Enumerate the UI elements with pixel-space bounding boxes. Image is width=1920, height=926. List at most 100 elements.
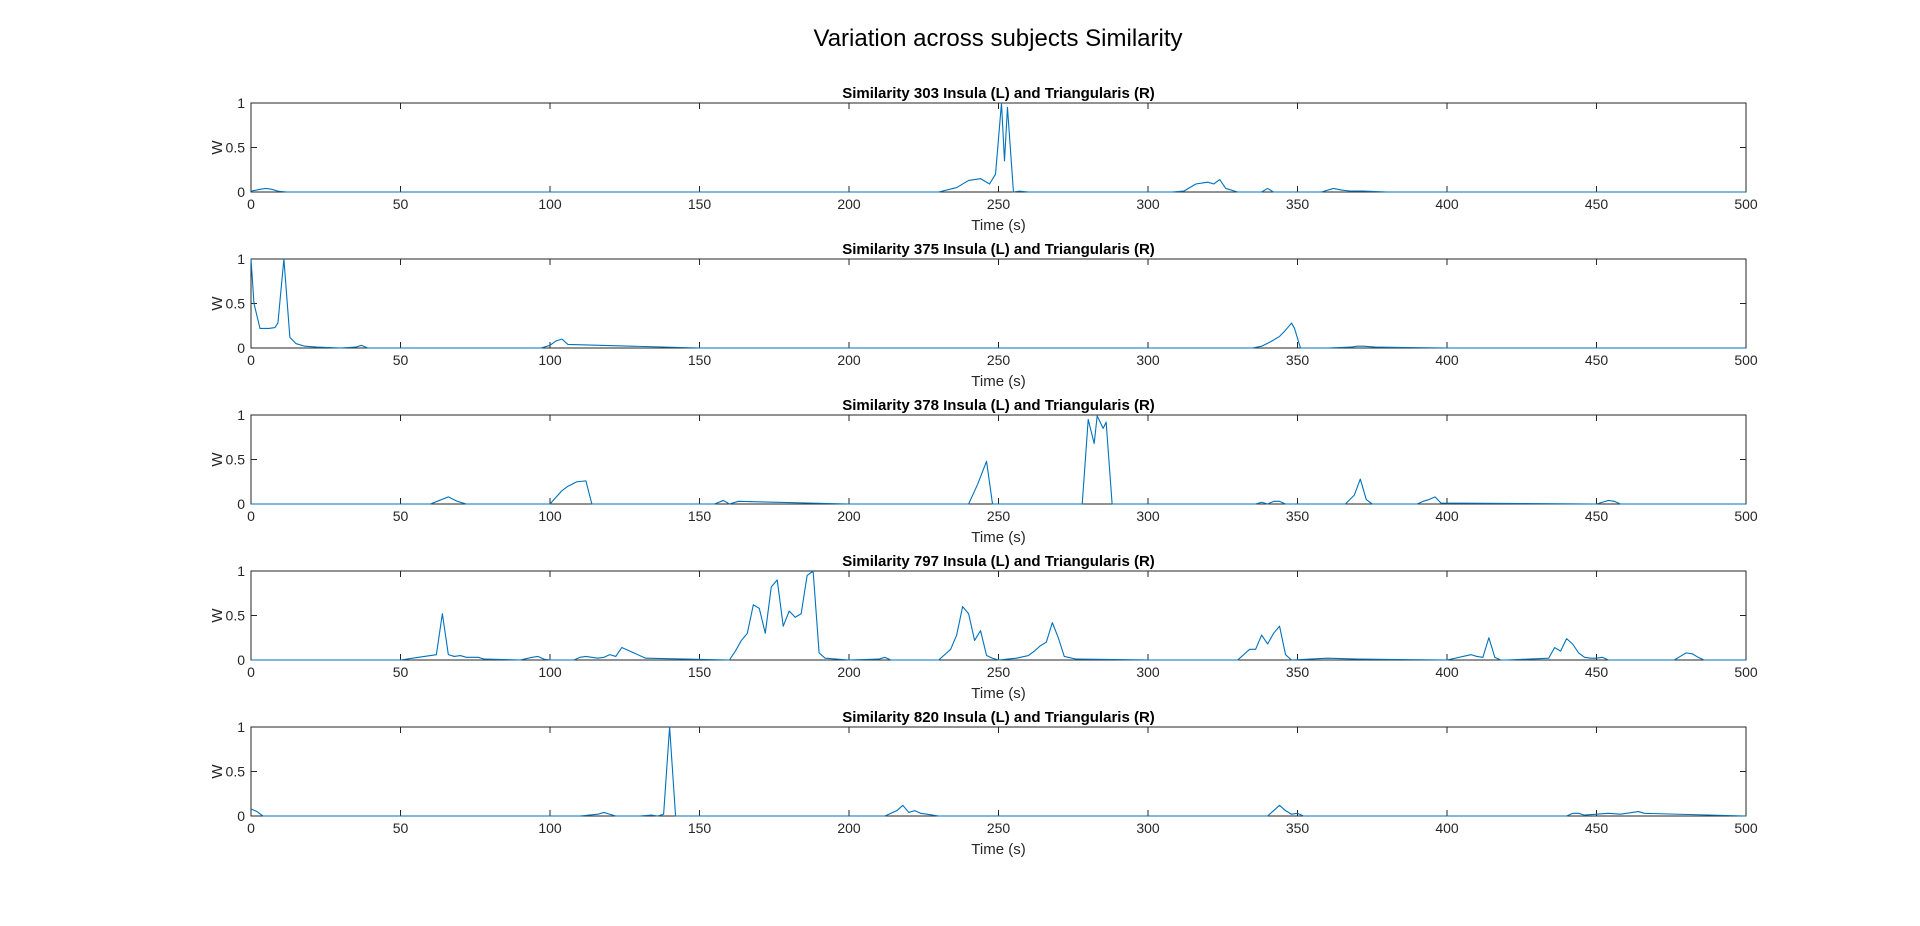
y-tick-label: 0 <box>237 652 245 668</box>
x-tick-label: 0 <box>247 508 255 524</box>
x-tick-label: 150 <box>688 352 712 368</box>
x-tick-label: 100 <box>538 196 562 212</box>
x-tick-label: 200 <box>837 196 861 212</box>
y-axis-label: W <box>209 608 226 623</box>
x-tick-label: 200 <box>837 508 861 524</box>
x-tick-label: 300 <box>1136 352 1160 368</box>
subplot-1: Similarity 303 Insula (L) and Triangular… <box>209 85 1758 234</box>
y-tick-label: 0.5 <box>226 764 246 780</box>
x-tick-label: 300 <box>1136 508 1160 524</box>
x-tick-label: 450 <box>1585 820 1609 836</box>
x-tick-label: 50 <box>393 664 409 680</box>
x-tick-label: 0 <box>247 664 255 680</box>
subplot-2: Similarity 375 Insula (L) and Triangular… <box>209 241 1758 390</box>
x-tick-label: 250 <box>987 664 1011 680</box>
x-tick-label: 50 <box>393 352 409 368</box>
x-axis-label: Time (s) <box>971 373 1025 390</box>
y-tick-label: 1 <box>237 563 245 579</box>
x-tick-label: 100 <box>538 352 562 368</box>
x-tick-label: 450 <box>1585 352 1609 368</box>
x-tick-label: 500 <box>1734 820 1758 836</box>
y-tick-label: 0.5 <box>226 452 246 468</box>
subplot-3: Similarity 378 Insula (L) and Triangular… <box>209 397 1758 546</box>
subplot-5: Similarity 820 Insula (L) and Triangular… <box>209 709 1758 858</box>
x-tick-label: 250 <box>987 820 1011 836</box>
x-tick-label: 150 <box>688 664 712 680</box>
x-tick-label: 400 <box>1435 352 1459 368</box>
subplot-title: Similarity 820 Insula (L) and Triangular… <box>842 709 1155 726</box>
figure-title: Variation across subjects Similarity <box>813 25 1182 52</box>
y-tick-label: 0.5 <box>226 608 246 624</box>
x-tick-label: 0 <box>247 196 255 212</box>
x-tick-label: 500 <box>1734 196 1758 212</box>
series-line <box>251 570 1746 661</box>
x-tick-label: 500 <box>1734 352 1758 368</box>
x-axis-label: Time (s) <box>971 841 1025 858</box>
x-tick-label: 150 <box>688 820 712 836</box>
x-axis-label: Time (s) <box>971 217 1025 234</box>
x-tick-label: 400 <box>1435 196 1459 212</box>
y-tick-label: 1 <box>237 95 245 111</box>
x-tick-label: 350 <box>1286 820 1310 836</box>
x-tick-label: 200 <box>837 820 861 836</box>
y-tick-label: 0.5 <box>226 296 246 312</box>
x-tick-label: 0 <box>247 352 255 368</box>
x-tick-label: 50 <box>393 820 409 836</box>
series-line <box>250 726 1747 817</box>
subplot-stack: Similarity 303 Insula (L) and Triangular… <box>209 85 1758 858</box>
y-tick-label: 0 <box>237 496 245 512</box>
x-tick-label: 150 <box>688 196 712 212</box>
x-tick-label: 300 <box>1136 664 1160 680</box>
subplot-title: Similarity 303 Insula (L) and Triangular… <box>842 85 1155 102</box>
series-line <box>251 415 1746 505</box>
x-tick-label: 0 <box>247 820 255 836</box>
x-tick-label: 50 <box>393 196 409 212</box>
x-tick-label: 200 <box>837 664 861 680</box>
y-tick-label: 1 <box>237 407 245 423</box>
x-tick-label: 500 <box>1734 664 1758 680</box>
x-tick-label: 350 <box>1286 508 1310 524</box>
x-axis-label: Time (s) <box>971 685 1025 702</box>
x-tick-label: 450 <box>1585 508 1609 524</box>
y-tick-label: 0.5 <box>226 140 246 156</box>
x-tick-label: 200 <box>837 352 861 368</box>
x-axis-label: Time (s) <box>971 529 1025 546</box>
x-tick-label: 400 <box>1435 664 1459 680</box>
y-tick-label: 1 <box>237 251 245 267</box>
x-tick-label: 350 <box>1286 664 1310 680</box>
x-tick-label: 100 <box>538 820 562 836</box>
y-axis-label: W <box>209 140 226 155</box>
subplot-title: Similarity 378 Insula (L) and Triangular… <box>842 397 1155 414</box>
series-line <box>250 258 1746 349</box>
axes-box <box>250 414 1747 505</box>
x-tick-label: 250 <box>987 508 1011 524</box>
axes-box <box>250 258 1747 349</box>
x-tick-label: 50 <box>393 508 409 524</box>
x-tick-label: 400 <box>1435 508 1459 524</box>
x-tick-label: 400 <box>1435 820 1459 836</box>
subplot-title: Similarity 375 Insula (L) and Triangular… <box>842 241 1155 258</box>
y-axis-label: W <box>209 296 226 311</box>
x-tick-label: 100 <box>538 508 562 524</box>
x-tick-label: 350 <box>1286 352 1310 368</box>
x-tick-label: 500 <box>1734 508 1758 524</box>
x-tick-label: 250 <box>987 196 1011 212</box>
axes-box <box>250 570 1747 661</box>
y-tick-label: 0 <box>237 340 245 356</box>
x-tick-label: 300 <box>1136 820 1160 836</box>
x-tick-label: 250 <box>987 352 1011 368</box>
y-tick-label: 1 <box>237 719 245 735</box>
x-tick-label: 450 <box>1585 196 1609 212</box>
y-tick-label: 0 <box>237 184 245 200</box>
x-tick-label: 300 <box>1136 196 1160 212</box>
y-axis-label: W <box>209 452 226 467</box>
axes-box <box>250 726 1747 817</box>
y-axis-label: W <box>209 764 226 779</box>
x-tick-label: 450 <box>1585 664 1609 680</box>
subplot-title: Similarity 797 Insula (L) and Triangular… <box>842 553 1155 570</box>
series-line <box>250 102 1746 193</box>
axes-box <box>250 102 1747 193</box>
subplot-4: Similarity 797 Insula (L) and Triangular… <box>209 553 1758 702</box>
x-tick-label: 150 <box>688 508 712 524</box>
